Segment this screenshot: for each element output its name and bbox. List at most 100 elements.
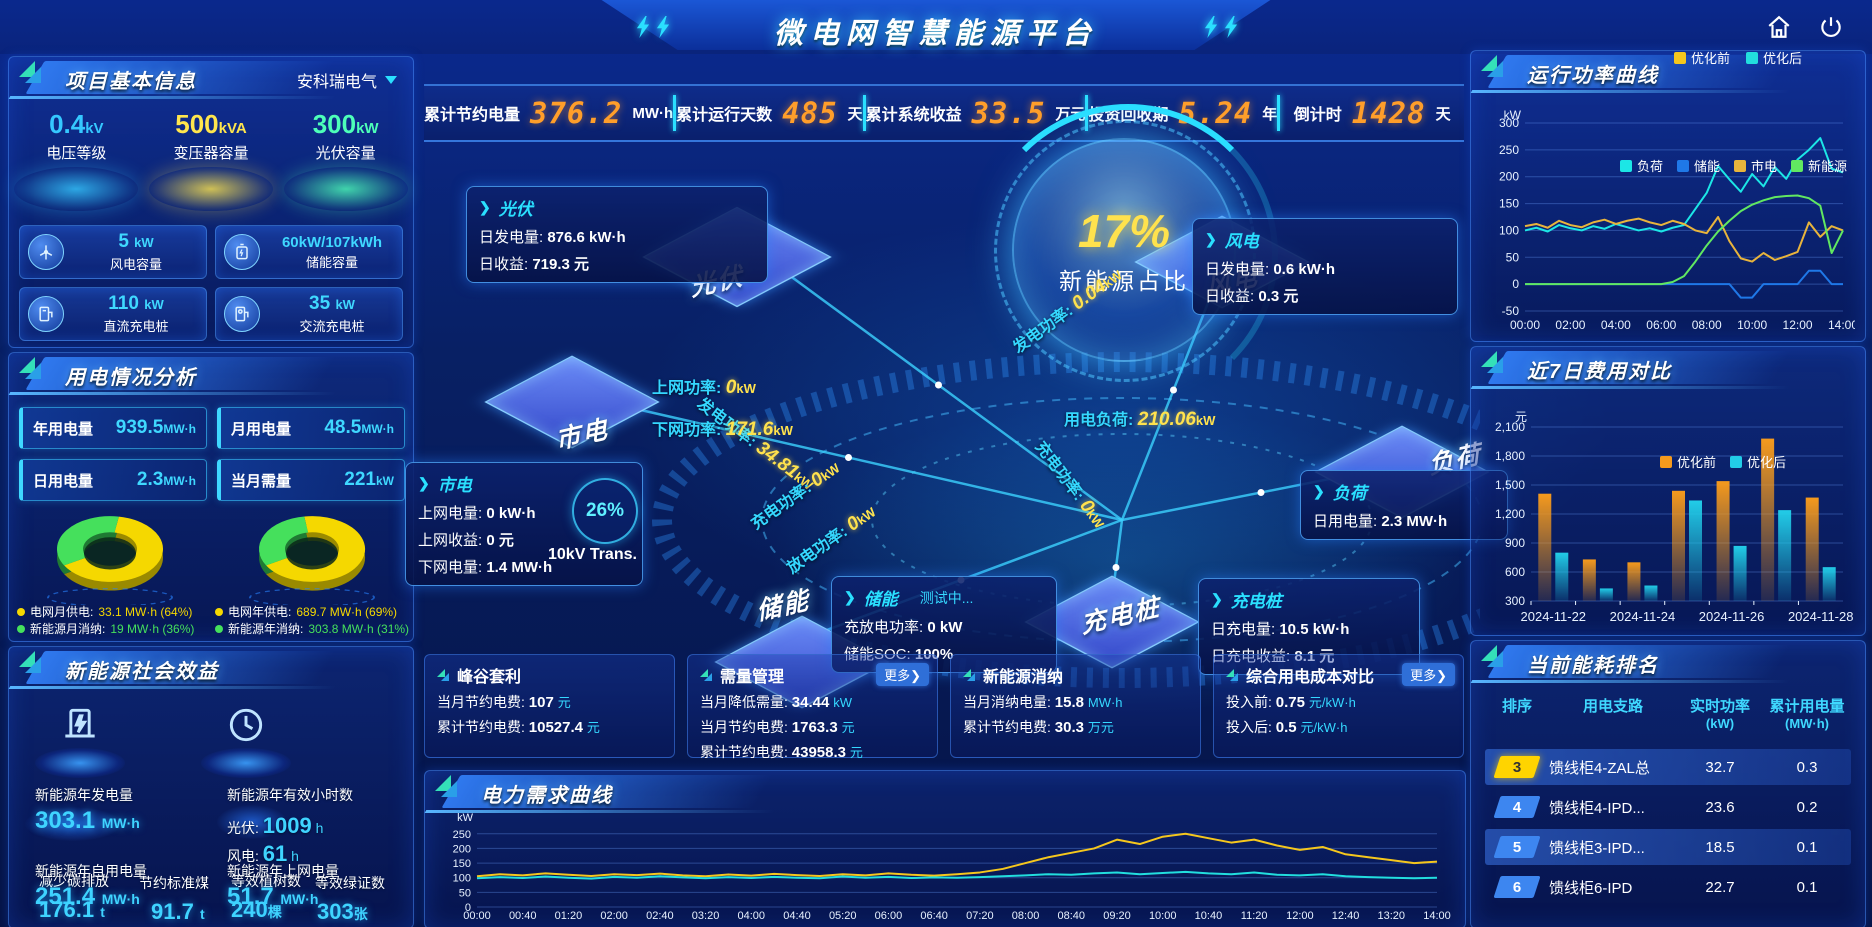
hours-label: 新能源年有效小时数	[227, 787, 353, 803]
renewable-share-label: 新能源占比	[1059, 268, 1189, 294]
wind-turbine-icon	[28, 234, 64, 270]
kpi-value: 33.5	[971, 96, 1046, 130]
kpi-value: 376.2	[530, 96, 623, 130]
strategy-card: 新能源消纳 当月消纳电量: 15.8 MW·h 累计节约电费: 30.3 万元	[950, 654, 1201, 758]
rank-badge: 4	[1493, 796, 1541, 818]
ranking-row[interactable]: 4 馈线柜4-IPD... 23.6 0.2	[1485, 789, 1851, 825]
usage-stat-value: 2.3MW·h	[136, 469, 196, 490]
ranking-row[interactable]: 6 馈线柜6-IPD 22.7 0.1	[1485, 869, 1851, 905]
panel-title: 用电情况分析	[65, 367, 197, 389]
panel-corner-icon	[1479, 645, 1505, 671]
capacity-pedestal: 300kW 光伏容量	[283, 109, 408, 211]
demand-chart-legend: 优化前 优化后	[1673, 48, 1802, 67]
card-corner-icon	[700, 669, 712, 681]
svg-text:04:00: 04:00	[738, 910, 766, 922]
kpi-value: 485	[782, 96, 838, 130]
lightning-icon	[636, 16, 650, 38]
panel-corner-icon	[1479, 55, 1505, 81]
card-corner-icon	[1226, 669, 1238, 681]
renewable-share-value: 17%	[1077, 205, 1171, 257]
svg-text:06:00: 06:00	[875, 910, 903, 922]
svg-text:300: 300	[1505, 594, 1525, 608]
info-card-title: ❯ 风电	[1205, 231, 1259, 251]
generation-icon	[35, 703, 125, 778]
legend-item[interactable]: 市电	[1734, 156, 1777, 175]
svg-text:03:20: 03:20	[692, 910, 720, 922]
svg-text:kW: kW	[457, 813, 474, 824]
realtime-power: 18.5	[1705, 838, 1735, 856]
info-card-wind: ❯ 风电 日发电量: 0.6 kW·h 日收益: 0.3 元	[1192, 218, 1458, 315]
legend-item[interactable]: 优化后	[1745, 48, 1802, 67]
svg-text:04:00: 04:00	[1601, 318, 1631, 332]
strategy-card-row: 投入后: 0.5 元/kW·h	[1226, 719, 1348, 736]
panel-header: 用电情况分析	[9, 353, 413, 395]
to-grid-value: 51.7 MW·h	[227, 883, 319, 910]
svg-text:00:40: 00:40	[509, 910, 537, 922]
legend-name: 负荷	[1637, 159, 1664, 174]
kpi-unit: MW·h	[632, 104, 674, 122]
legend-item[interactable]: 储能	[1677, 156, 1720, 175]
info-card-title: ❯ 负荷	[1313, 483, 1367, 503]
svg-text:600: 600	[1505, 565, 1525, 579]
svg-text:0: 0	[465, 902, 471, 914]
capacity-box: 35 kW 交流充电桩	[215, 287, 403, 341]
strategy-cards: 峰谷套利 当月节约电费: 107 元累计节约电费: 10527.4 元 需量管理 更多…	[424, 654, 1464, 761]
legend-item[interactable]: 新能源	[1791, 156, 1847, 175]
panel-demand-curve: 电力需求曲线 0 50 100 150 200 250 kW 00:00 00:40 01:20 0…	[424, 770, 1466, 927]
capacity-value: 60kW/107kWh	[281, 233, 383, 251]
capacity-box: 5 kW 风电容量	[19, 225, 207, 279]
certs-value: 303张	[317, 899, 368, 924]
svg-text:150: 150	[453, 858, 471, 870]
svg-text:2024-11-24: 2024-11-24	[1610, 609, 1676, 624]
kpi-stats-bar: 累计节约电量 376.2 MW·h 累计运行天数 485 天累计系统收益 33.5 万元 投资回…	[424, 84, 1464, 142]
info-card-row: 日充电量: 10.5 kW·h	[1211, 621, 1350, 638]
transformer-label: 10kV Trans.	[548, 546, 637, 563]
ranking-row[interactable]: 5 馈线柜3-IPD... 18.5 0.1	[1485, 829, 1851, 865]
pedestal-label: 电压等级	[46, 145, 107, 162]
ranking-row[interactable]: 3 馈线柜4-ZAL总 32.7 0.3	[1485, 749, 1851, 785]
strategy-card: 综合用电成本对比 更多❯ 投入前: 0.75 元/kW·h 投入后: 0.5 元/kW…	[1213, 654, 1464, 758]
svg-text:300: 300	[1499, 116, 1519, 130]
donut-legend-item: 新能源年消纳: 303.8 MW·h (31%)	[215, 620, 411, 637]
strategy-card-row: 累计节约电费: 10527.4 元	[437, 719, 600, 736]
branch-name: 馈线柜6-IPD	[1549, 879, 1633, 897]
legend-name: 新能源	[1808, 159, 1848, 174]
panel-corner-icon	[17, 357, 43, 383]
testing-badge: 测试中...	[919, 589, 974, 606]
realtime-power: 23.6	[1705, 798, 1735, 816]
svg-text:1,800: 1,800	[1495, 449, 1525, 463]
legend-item[interactable]: 负荷	[1620, 156, 1663, 175]
kpi-label: 累计运行天数	[676, 107, 773, 124]
transformer-load-gauge: 26%	[572, 478, 638, 544]
legend-item[interactable]: 优化后	[1730, 452, 1786, 471]
kpi-stat: 倒计时 1428 天	[1280, 96, 1464, 130]
svg-text:2024-11-22: 2024-11-22	[1521, 609, 1587, 624]
svg-text:02:40: 02:40	[646, 910, 674, 922]
company-select[interactable]: 安科瑞电气	[297, 68, 397, 92]
capacity-box-text: 5 kW 风电容量	[72, 231, 200, 273]
svg-text:200: 200	[1499, 170, 1519, 184]
lightning-icon	[1224, 16, 1238, 38]
legend-item[interactable]: 优化前	[1660, 452, 1716, 471]
legend-value: 19 MW·h (36%)	[110, 621, 195, 636]
usage-stat-boxes: 年用电量 939.5MW·h 月用电量 48.5MW·h 日用电量 2.3MW·h 当月需量…	[19, 407, 405, 501]
panel-header: 电力需求曲线	[425, 771, 1465, 813]
lightning-icon	[656, 16, 670, 38]
kpi-unit: 天	[1435, 105, 1451, 123]
info-card-title: ❯ 储能 测试中...	[844, 589, 974, 609]
legend-item[interactable]: 优化前	[1673, 48, 1730, 67]
strategy-card-title-text: 峰谷套利	[457, 669, 522, 686]
power-icon[interactable]	[1818, 14, 1844, 40]
strategy-card-row: 累计节约电费: 30.3 万元	[963, 719, 1114, 736]
cumulative-energy: 0.1	[1796, 838, 1818, 856]
flow-label-grid_down: 下网功率: 171.6kW	[652, 419, 793, 440]
pedestal-value: 300kW	[312, 109, 379, 139]
legend-label: 电网月供电:	[30, 605, 94, 619]
strategy-card-title-text: 需量管理	[720, 669, 785, 686]
home-icon[interactable]	[1766, 14, 1792, 40]
svg-text:2024-11-28: 2024-11-28	[1788, 609, 1854, 624]
more-button[interactable]: 更多❯	[1402, 663, 1455, 686]
legend-name: 优化后	[1762, 51, 1802, 66]
more-button[interactable]: 更多❯	[876, 663, 929, 686]
